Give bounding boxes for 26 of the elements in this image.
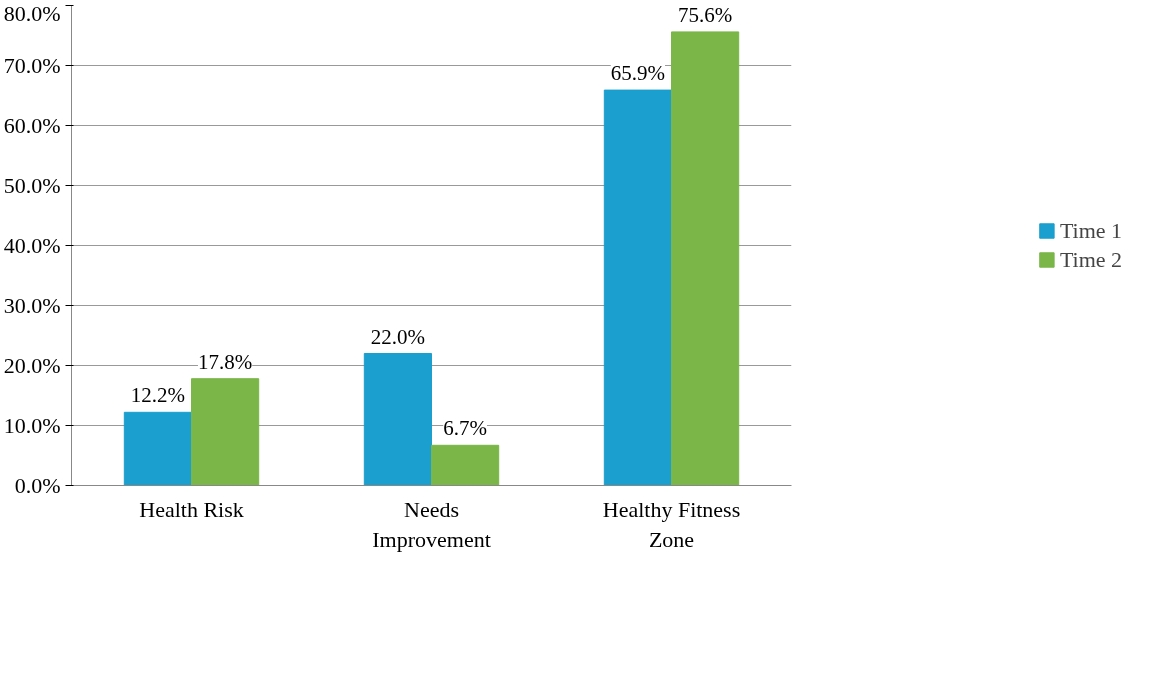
legend-label: Time 1 bbox=[1059, 217, 1123, 244]
bar bbox=[363, 353, 432, 486]
data-label: 17.8% bbox=[197, 349, 253, 374]
bar bbox=[191, 378, 260, 486]
data-label: 12.2% bbox=[130, 383, 186, 408]
x-tick-label: Health Risk bbox=[139, 496, 244, 522]
legend-label: Time 2 bbox=[1059, 246, 1123, 273]
data-label: 65.9% bbox=[610, 61, 666, 86]
data-label: 6.7% bbox=[443, 416, 487, 441]
y-tick-label: 10.0% bbox=[3, 413, 61, 438]
bar bbox=[603, 89, 672, 486]
bar bbox=[431, 444, 500, 486]
bar bbox=[123, 411, 192, 486]
y-tick-label: 50.0% bbox=[3, 173, 61, 198]
y-tick-label: 40.0% bbox=[3, 233, 61, 258]
y-tick-label: 80.0% bbox=[3, 0, 61, 26]
data-label: 22.0% bbox=[370, 324, 426, 349]
y-tick-label: 0.0% bbox=[14, 473, 61, 498]
bar bbox=[671, 31, 740, 486]
y-tick-label: 70.0% bbox=[3, 53, 61, 78]
y-tick-label: 20.0% bbox=[3, 353, 61, 378]
data-label: 75.6% bbox=[677, 2, 733, 27]
x-tick-label: Needs Improvement bbox=[372, 496, 491, 552]
y-tick-label: 30.0% bbox=[3, 293, 61, 318]
y-tick-label: 60.0% bbox=[3, 113, 61, 138]
x-tick-label: Healthy Fitness Zone bbox=[602, 496, 741, 552]
